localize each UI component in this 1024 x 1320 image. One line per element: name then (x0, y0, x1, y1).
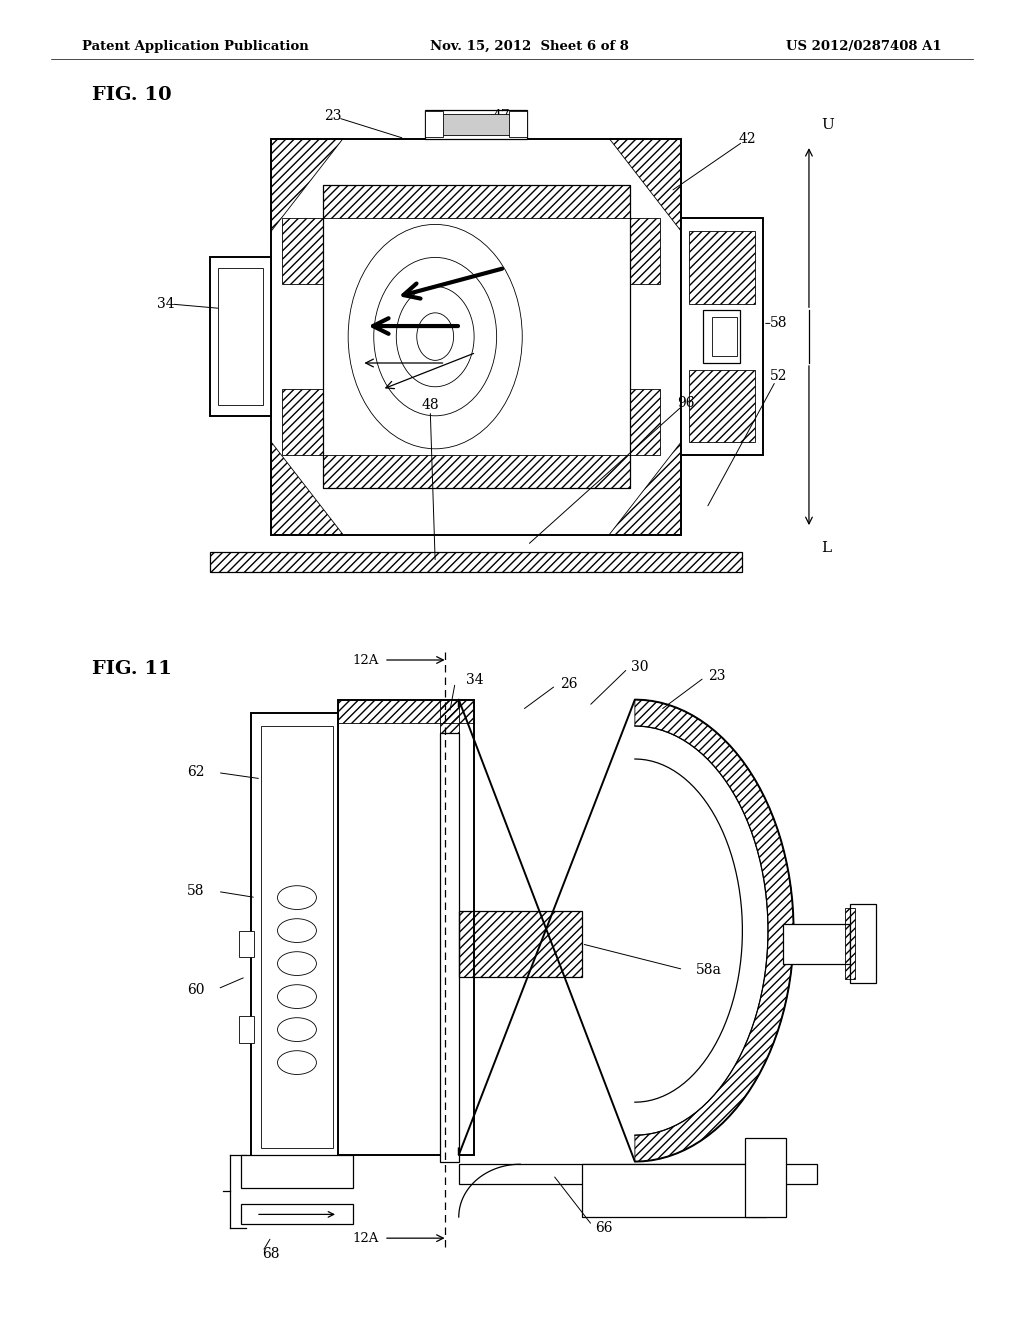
Text: US 2012/0287408 A1: US 2012/0287408 A1 (786, 40, 942, 53)
Bar (210, 552, 742, 572)
Bar (630, 389, 660, 455)
Bar (440, 700, 459, 733)
Bar (681, 218, 763, 455)
Text: 30: 30 (631, 660, 649, 673)
Bar (241, 1155, 353, 1188)
Text: 23: 23 (708, 669, 726, 682)
Bar (440, 733, 459, 1162)
Bar (218, 268, 263, 405)
Text: FIG. 10: FIG. 10 (92, 86, 172, 104)
Bar (241, 1204, 353, 1224)
Ellipse shape (278, 886, 316, 909)
Text: 42: 42 (738, 132, 757, 145)
Bar (703, 310, 740, 363)
Text: 47: 47 (493, 110, 511, 123)
Bar (459, 911, 582, 977)
Ellipse shape (278, 952, 316, 975)
Bar (689, 370, 755, 442)
Text: 62: 62 (187, 766, 205, 779)
Text: 58: 58 (187, 884, 205, 898)
Bar (239, 931, 254, 957)
Bar (323, 185, 630, 218)
Bar (425, 111, 443, 137)
Bar (261, 726, 333, 1148)
Text: 12A: 12A (352, 1232, 379, 1245)
Text: FIG. 11: FIG. 11 (92, 660, 172, 678)
Bar (323, 455, 630, 488)
Bar (630, 218, 660, 284)
Text: 48: 48 (421, 399, 439, 412)
Text: 34: 34 (466, 673, 483, 686)
Text: 58: 58 (769, 317, 787, 330)
Text: Patent Application Publication: Patent Application Publication (82, 40, 308, 53)
Text: 96: 96 (677, 396, 695, 409)
Bar (425, 110, 527, 139)
Text: 34: 34 (157, 297, 175, 310)
Bar (689, 231, 755, 304)
Bar (745, 1138, 786, 1217)
Bar (338, 700, 474, 1155)
Ellipse shape (278, 1051, 316, 1074)
Text: 68: 68 (262, 1247, 281, 1261)
Bar (271, 139, 681, 535)
Text: 23: 23 (324, 110, 342, 123)
Bar (783, 924, 850, 964)
Ellipse shape (278, 1018, 316, 1041)
Bar (282, 218, 323, 284)
Bar (338, 700, 474, 723)
Text: U: U (821, 117, 835, 132)
Bar (239, 1016, 254, 1043)
Bar (712, 317, 737, 356)
Bar (582, 1164, 766, 1217)
Bar (282, 389, 323, 455)
Text: 60: 60 (187, 983, 205, 997)
Text: 66: 66 (595, 1221, 613, 1234)
Text: 12A: 12A (352, 653, 379, 667)
Ellipse shape (278, 985, 316, 1008)
Bar (850, 904, 876, 983)
Bar (509, 111, 527, 137)
Text: 58a: 58a (696, 964, 722, 977)
Bar (430, 114, 522, 135)
Text: L: L (821, 541, 831, 556)
Ellipse shape (278, 919, 316, 942)
Bar (323, 185, 630, 488)
Bar (845, 908, 855, 979)
Bar (459, 1164, 817, 1184)
Bar (251, 713, 343, 1162)
Text: 26: 26 (559, 677, 578, 690)
Text: 52: 52 (769, 370, 787, 383)
Bar (210, 257, 271, 416)
Text: Nov. 15, 2012  Sheet 6 of 8: Nov. 15, 2012 Sheet 6 of 8 (430, 40, 629, 53)
